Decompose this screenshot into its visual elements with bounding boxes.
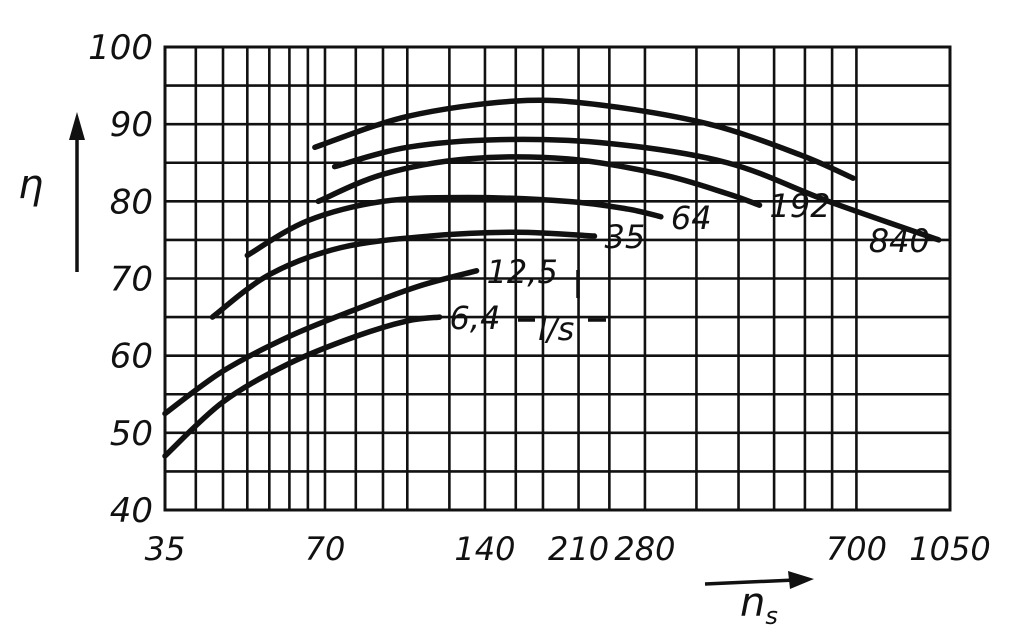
x-tick-label: 1050: [909, 530, 990, 568]
y-axis-label: η: [18, 162, 43, 208]
efficiency-curve-5: [315, 154, 763, 208]
x-tick-label: 280: [614, 530, 675, 568]
unit-annotation: l/s: [538, 310, 574, 348]
x-tick-label: 140: [454, 530, 515, 568]
efficiency-curve-1: [162, 314, 443, 459]
curve-labels: 6,4 12,5 35 64 192 840: [450, 187, 930, 337]
x-axis-label: ns: [740, 580, 778, 630]
curve-label-4: 64: [671, 199, 712, 237]
curve-label-2: 12,5: [487, 253, 558, 291]
plot-frame: [163, 45, 952, 512]
x-axis-arrow: [704, 578, 796, 586]
curve-label-1: 6,4: [450, 299, 501, 337]
efficiency-curve-2: [162, 268, 480, 417]
efficiency-curve-6: [331, 136, 942, 243]
x-tick-label: 70: [305, 530, 346, 568]
x-tick-label: 700: [826, 530, 887, 568]
y-tick-label: 40: [110, 491, 153, 531]
y-tick-label: 90: [110, 105, 153, 145]
x-tick-label: 35: [145, 530, 186, 568]
y-axis-arrowhead: [69, 112, 85, 140]
y-tick-label: 60: [110, 337, 153, 377]
curve-label-3: 35: [604, 218, 645, 256]
y-tick-label: 70: [110, 260, 153, 300]
x-axis-label-main: n: [740, 580, 765, 626]
efficiency-curves: [162, 97, 942, 459]
x-tick-label: 210: [548, 530, 609, 568]
y-tick-label: 50: [110, 414, 153, 454]
curve-label-6: 840: [869, 222, 930, 260]
x-axis-arrowhead: [788, 571, 814, 589]
y-tick-label: 100: [88, 28, 153, 68]
efficiency-curve-3: [209, 229, 598, 320]
x-axis-label-subscript: s: [765, 602, 778, 630]
y-tick-label: 80: [110, 182, 153, 222]
efficiency-curve-4: [244, 194, 664, 259]
y-tick-labels: 40 50 60 70 80 90 100: [88, 28, 153, 531]
x-tick-labels: 35 70 140 210 280 700 1050: [145, 530, 991, 568]
efficiency-curve-7: [312, 97, 856, 181]
curve-label-5: 192: [770, 187, 831, 225]
